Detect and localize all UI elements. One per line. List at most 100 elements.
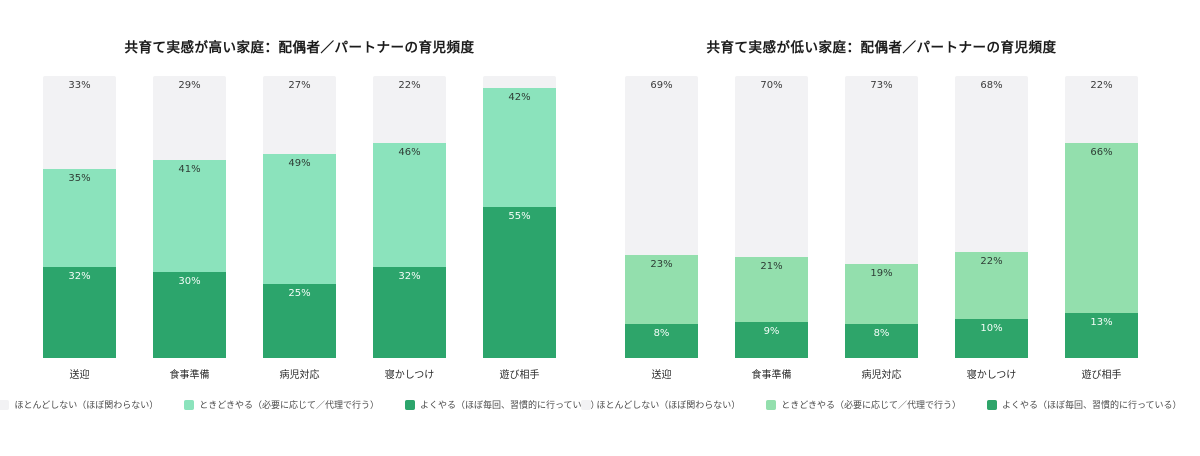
bar-value-label: 8% [873, 328, 890, 340]
legend-label: よくやる（ほぼ毎回、習慣的に行っている） [419, 401, 600, 411]
bar-value-label: 42% [508, 92, 531, 104]
bar-segment: 35% [43, 169, 116, 268]
bar-segment: 41% [153, 159, 226, 272]
category-label: 病児対応 [279, 370, 320, 381]
bar-segment: 22% [1065, 76, 1138, 143]
bar-segment: 30% [153, 271, 226, 358]
legend-label: ときどきやる（必要に応じて／代理で行う） [199, 401, 379, 411]
bar-segment: 55% [483, 207, 556, 358]
bar-value-label: 69% [650, 80, 673, 91]
category-label: 病児対応 [861, 370, 902, 381]
bar-value-label: 32% [398, 271, 421, 283]
category-axis: 送迎 食事準備 病児対応 寝かしつけ 遊び相手 [43, 366, 556, 381]
category-label: 寝かしつけ [384, 370, 435, 381]
bar-value-label: 21% [760, 260, 783, 272]
bar-segment: 32% [43, 267, 116, 358]
bar-segment: 49% [263, 154, 336, 285]
bar-stack: 27% 49% 25% [263, 76, 336, 358]
bar-value-label: 70% [760, 80, 783, 91]
legend-swatch [0, 399, 10, 410]
legend-label: ときどきやる（必要に応じて／代理で行う） [781, 401, 961, 411]
bar-stack: 22% 46% 32% [373, 76, 446, 358]
bar-value-label: 22% [398, 80, 421, 91]
bar-stack: 42% 55% [483, 76, 556, 358]
bar-segment: 68% [955, 76, 1028, 253]
bar-value-label: 9% [763, 325, 780, 337]
bar-value-label: 10% [980, 323, 1003, 335]
legend-swatch [581, 399, 592, 410]
bar-segment [483, 76, 556, 89]
bar-segment: 27% [263, 76, 336, 155]
bar-stack: 29% 41% 30% [153, 76, 226, 358]
bar-segment: 21% [735, 256, 808, 322]
category-label: 遊び相手 [499, 370, 540, 381]
chart-low-coparenting: 共育て実感が低い家庭：配偶者／パートナーの育児頻度 69% 23% 8% 70% 21%… [581, 36, 1182, 456]
bar-stack: 68% 22% 10% [955, 76, 1028, 358]
category-label: 遊び相手 [1081, 370, 1122, 381]
bar-value-label: 46% [398, 147, 421, 159]
bar-segment: 8% [845, 324, 918, 358]
legend-item: ときどきやる（必要に応じて／代理で行う） [766, 398, 961, 411]
bar-value-label: 35% [68, 173, 91, 185]
bar-value-label: 55% [508, 211, 531, 223]
legend-swatch [184, 399, 195, 410]
legend-item: ときどきやる（必要に応じて／代理で行う） [184, 398, 379, 411]
bar-value-label: 19% [870, 268, 893, 280]
bar-stack: 22% 66% 13% [1065, 76, 1138, 358]
bar-segment: 70% [735, 76, 808, 257]
bar-value-label: 41% [178, 163, 201, 175]
bar-value-label: 13% [1090, 316, 1113, 328]
bar-segment: 9% [735, 321, 808, 358]
bar-segment: 32% [373, 267, 446, 358]
legend-item: よくやる（ほぼ毎回、習慣的に行っている） [404, 398, 600, 411]
legend: ほとんどしない（ほぼ関わらない） ときどきやる（必要に応じて／代理で行う） よくやる… [0, 398, 600, 411]
legend-swatch [404, 399, 415, 410]
bar-value-label: 49% [288, 158, 311, 170]
bar-segment: 19% [845, 264, 918, 325]
bar-stack: 69% 23% 8% [625, 76, 698, 358]
bar-value-label: 30% [178, 275, 201, 287]
plot-area: 33% 35% 32% 29% 41% 30% 27% 49% 25% 22% 46% 32% 42% 5… [43, 76, 556, 358]
category-label: 寝かしつけ [966, 370, 1017, 381]
bar-value-label: 73% [870, 80, 893, 91]
bar-segment: 8% [625, 324, 698, 358]
chart-title: 共育て実感が高い家庭：配偶者／パートナーの育児頻度 [124, 40, 475, 56]
bar-segment: 69% [625, 76, 698, 255]
bar-stack: 70% 21% 9% [735, 76, 808, 358]
bar-value-label: 25% [288, 288, 311, 300]
bar-value-label: 22% [1090, 80, 1113, 91]
chart-high-coparenting: 共育て実感が高い家庭：配偶者／パートナーの育児頻度 33% 35% 32% 29% 41… [0, 36, 600, 456]
legend-item: ほとんどしない（ほぼ関わらない） [0, 398, 158, 411]
bar-value-label: 32% [68, 271, 91, 283]
bar-segment: 29% [153, 76, 226, 160]
bar-value-label: 8% [653, 328, 670, 340]
bar-value-label: 22% [980, 256, 1003, 268]
category-label: 送迎 [651, 370, 672, 381]
bar-value-label: 68% [980, 80, 1003, 91]
bar-segment: 10% [955, 319, 1028, 358]
bar-segment: 22% [955, 252, 1028, 320]
bar-segment: 13% [1065, 312, 1138, 358]
bar-segment: 42% [483, 88, 556, 208]
bar-segment: 73% [845, 76, 918, 265]
legend-label: ほとんどしない（ほぼ関わらない） [596, 401, 741, 411]
bar-segment: 33% [43, 76, 116, 170]
bar-value-label: 33% [68, 80, 91, 91]
category-axis: 送迎 食事準備 病児対応 寝かしつけ 遊び相手 [625, 366, 1138, 381]
legend: ほとんどしない（ほぼ関わらない） ときどきやる（必要に応じて／代理で行う） よくやる… [581, 398, 1182, 411]
bar-stack: 73% 19% 8% [845, 76, 918, 358]
category-label: 食事準備 [751, 370, 792, 381]
category-label: 食事準備 [169, 370, 210, 381]
bar-segment: 46% [373, 143, 446, 268]
bar-value-label: 23% [650, 258, 673, 270]
legend-swatch [986, 399, 997, 410]
bar-value-label: 29% [178, 80, 201, 91]
legend-item: よくやる（ほぼ毎回、習慣的に行っている） [986, 398, 1182, 411]
legend-label: よくやる（ほぼ毎回、習慣的に行っている） [1001, 401, 1182, 411]
legend-swatch [766, 399, 777, 410]
bar-value-label: 66% [1090, 146, 1113, 158]
bar-segment: 22% [373, 76, 446, 144]
plot-area: 69% 23% 8% 70% 21% 9% 73% 19% 8% 68% 22% 10% 22% 66% 1… [625, 76, 1138, 358]
bar-segment: 66% [1065, 142, 1138, 313]
